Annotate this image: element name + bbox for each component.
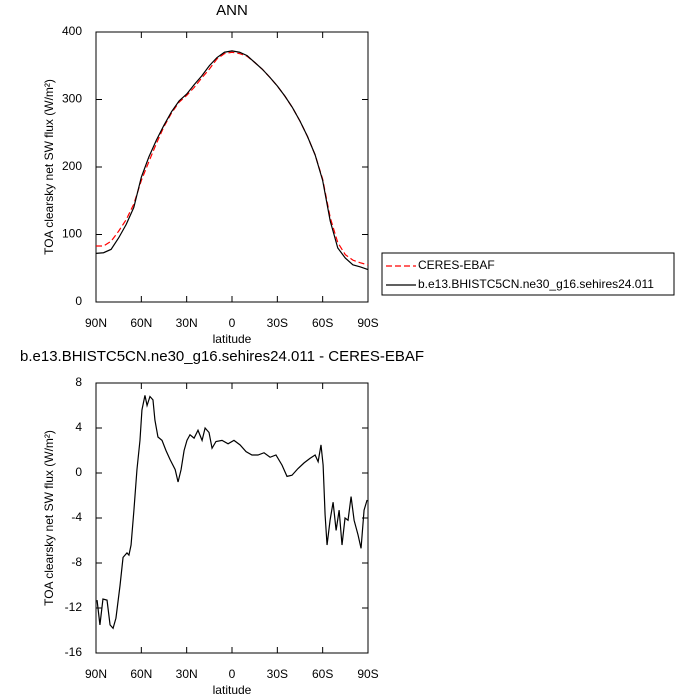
legend-box [381, 252, 675, 296]
y-tick-label: 0 [75, 294, 82, 308]
x-tick-label: 90S [357, 667, 378, 681]
y-tick-label: -16 [65, 645, 83, 659]
y-axis-label: TOA clearsky net SW flux (W/m²) [42, 430, 56, 606]
data-line [96, 395, 368, 630]
x-tick-label: 90N [85, 316, 107, 330]
y-axis-label: TOA clearsky net SW flux (W/m²) [42, 79, 56, 255]
y-tick-label: 400 [62, 24, 82, 38]
x-axis-label: latitude [213, 332, 252, 346]
data-line [96, 51, 369, 266]
x-tick-label: 0 [229, 316, 236, 330]
legend-label: b.e13.BHISTC5CN.ne30_g16.sehires24.011 [418, 277, 654, 291]
x-tick-label: 30S [267, 667, 288, 681]
x-tick-label: 60N [130, 316, 152, 330]
chart-title: ANN [216, 2, 248, 19]
x-tick-label: 90N [85, 667, 107, 681]
y-tick-label: -8 [71, 555, 82, 569]
legend-label: CERES-EBAF [418, 258, 495, 272]
y-tick-label: 0 [75, 465, 82, 479]
plot-frame [95, 31, 369, 303]
x-tick-label: 30S [267, 316, 288, 330]
x-axis-label: latitude [213, 683, 252, 697]
x-tick-label: 60S [312, 667, 333, 681]
chart-title: b.e13.BHISTC5CN.ne30_g16.sehires24.011 -… [20, 348, 424, 365]
plot-frame [95, 382, 369, 654]
y-tick-label: 4 [75, 420, 82, 434]
x-tick-label: 30N [176, 667, 198, 681]
x-tick-label: 30N [176, 316, 198, 330]
x-tick-label: 60S [312, 316, 333, 330]
x-tick-label: 0 [229, 667, 236, 681]
y-tick-label: -4 [71, 510, 82, 524]
data-line [95, 50, 369, 271]
y-tick-label: -12 [65, 600, 83, 614]
y-tick-label: 300 [62, 92, 82, 106]
y-tick-label: 8 [75, 375, 82, 389]
x-tick-label: 60N [130, 667, 152, 681]
y-tick-label: 100 [62, 227, 82, 241]
y-tick-label: 200 [62, 159, 82, 173]
x-tick-label: 90S [357, 316, 378, 330]
